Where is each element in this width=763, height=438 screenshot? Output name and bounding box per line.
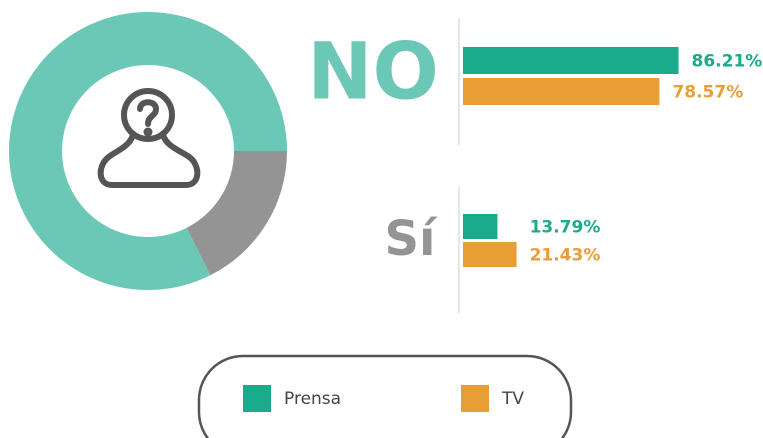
value-label: 13.79% [530,218,601,238]
bars: NO 86.21% 78.57% Sí 13.79% 21.43% [307,27,762,267]
value-label: 86.21% [692,52,763,72]
bar [463,214,498,239]
value-label: 78.57% [672,83,743,103]
category-label: NO [307,27,439,117]
legend-swatch [461,385,489,412]
bar [463,78,660,105]
category-label: Sí [384,211,438,267]
donut-segment [186,151,287,276]
legend-label: Prensa [284,389,341,409]
bar [463,47,679,74]
unknown-person-icon [97,88,201,188]
donut [9,12,288,291]
value-label: 21.43% [530,246,601,266]
legend-swatch [243,385,271,412]
bar [463,242,517,267]
legend: Prensa TV [243,385,524,412]
donut-segment [9,12,288,291]
legend-label: TV [501,389,524,409]
legend-frame [197,354,573,438]
